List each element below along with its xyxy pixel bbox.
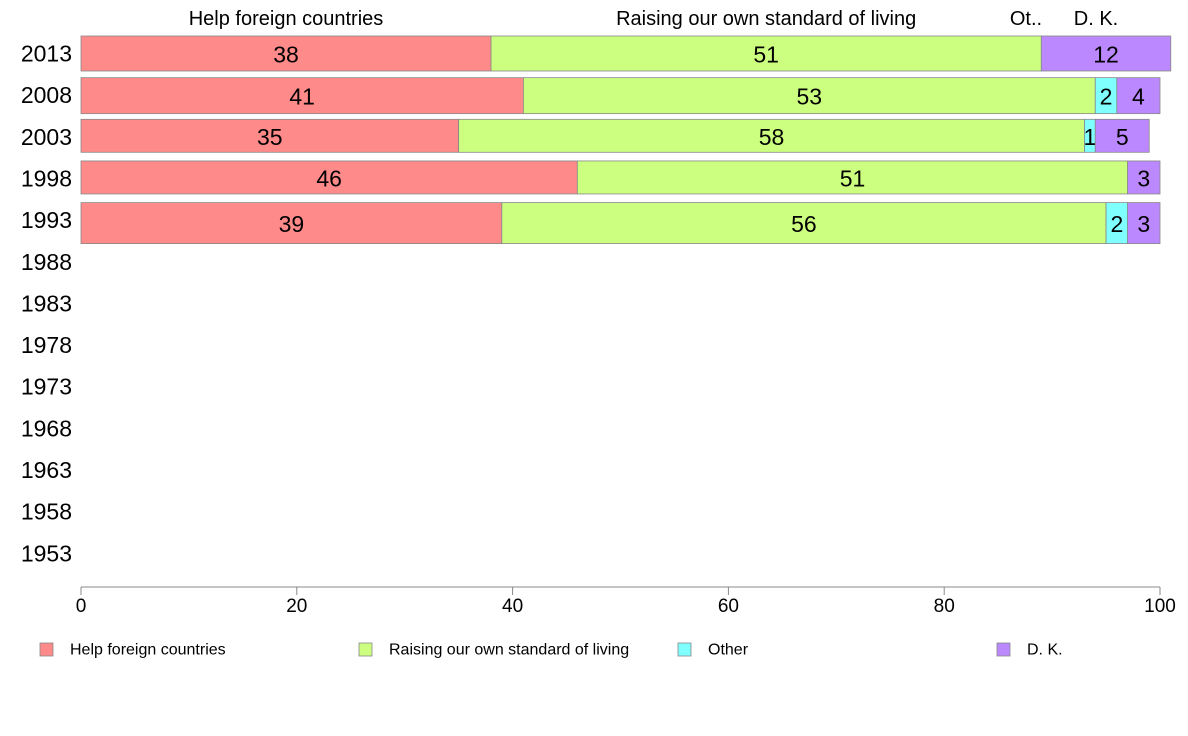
bar-value-label-1993-0: 39 [279,211,305,237]
bar-segment-2013-1 [490,35,1042,72]
bar-segment-2013-3 [1040,35,1172,72]
category-label-1973: 1973 [21,374,72,400]
legend-label-1: Raising our own standard of living [389,642,629,659]
bar-value-label-1993-3: 3 [1137,211,1150,237]
bar-segment-2008-0 [80,77,524,115]
legend-label-2: Other [708,642,749,659]
header-label-1: Raising our own standard of living [616,8,916,30]
bar-value-label-2003-2: 1 [1083,124,1096,150]
bar-value-label-2003-1: 58 [759,124,785,150]
category-label-1978: 1978 [21,332,72,358]
category-label-1953: 1953 [21,540,72,566]
bar-segment-1998-3 [1127,160,1161,195]
bar-value-label-2003-0: 35 [257,124,283,150]
x-tick-label-60: 60 [718,596,739,617]
category-label-1963: 1963 [21,457,72,483]
category-label-1988: 1988 [21,249,72,275]
x-tick-label-0: 0 [76,596,87,617]
bar-segment-1993-1 [501,202,1107,245]
bar-segment-2003-3 [1094,118,1150,153]
bar-value-label-2008-3: 4 [1132,84,1145,110]
header-label-0: Help foreign countries [189,8,384,30]
bar-value-label-2008-2: 2 [1100,84,1113,110]
bar-value-label-2013-1: 51 [753,42,779,68]
legend-label-0: Help foreign countries [70,642,226,659]
bar-segment-2008-3 [1116,77,1161,115]
x-tick-label-20: 20 [286,596,307,617]
category-label-1958: 1958 [21,499,72,525]
legend-label-3: D. K. [1027,642,1063,659]
bar-value-label-2008-0: 41 [289,84,315,110]
bar-segment-2008-1 [522,77,1096,115]
legend-swatch-1 [358,642,373,657]
category-label-2008: 2008 [21,82,72,108]
bar-value-label-1998-0: 46 [316,165,342,191]
x-tick-label-80: 80 [934,596,955,617]
bar-value-label-2013-0: 38 [273,42,299,68]
x-tick-label-40: 40 [502,596,523,617]
bar-value-label-1998-3: 3 [1137,165,1150,191]
category-label-2003: 2003 [21,124,72,150]
bar-value-label-2008-1: 53 [797,84,823,110]
header-label-2: Ot.. [1010,8,1042,30]
bar-segment-1993-3 [1127,202,1161,245]
bar-value-label-1998-1: 51 [840,165,866,191]
bar-segment-2013-0 [80,35,492,72]
bar-value-label-2013-3: 12 [1093,42,1119,68]
bar-value-label-2003-3: 5 [1116,124,1129,150]
category-label-1993: 1993 [21,207,72,233]
category-label-1968: 1968 [21,415,72,441]
legend-swatch-2 [677,642,692,657]
bar-segment-2003-1 [458,118,1085,153]
bar-segment-1998-0 [80,160,578,195]
bar-value-label-1993-1: 56 [791,211,817,237]
category-label-2013: 2013 [21,41,72,67]
category-label-1983: 1983 [21,290,72,316]
x-tick-label-100: 100 [1144,596,1176,617]
legend-swatch-3 [996,642,1011,657]
bar-value-label-1993-2: 2 [1110,211,1123,237]
bar-segment-2003-0 [80,118,460,153]
legend-swatch-0 [39,642,54,657]
header-label-3: D. K. [1074,8,1118,30]
bar-segment-1998-1 [576,160,1129,195]
category-label-1998: 1998 [21,165,72,191]
